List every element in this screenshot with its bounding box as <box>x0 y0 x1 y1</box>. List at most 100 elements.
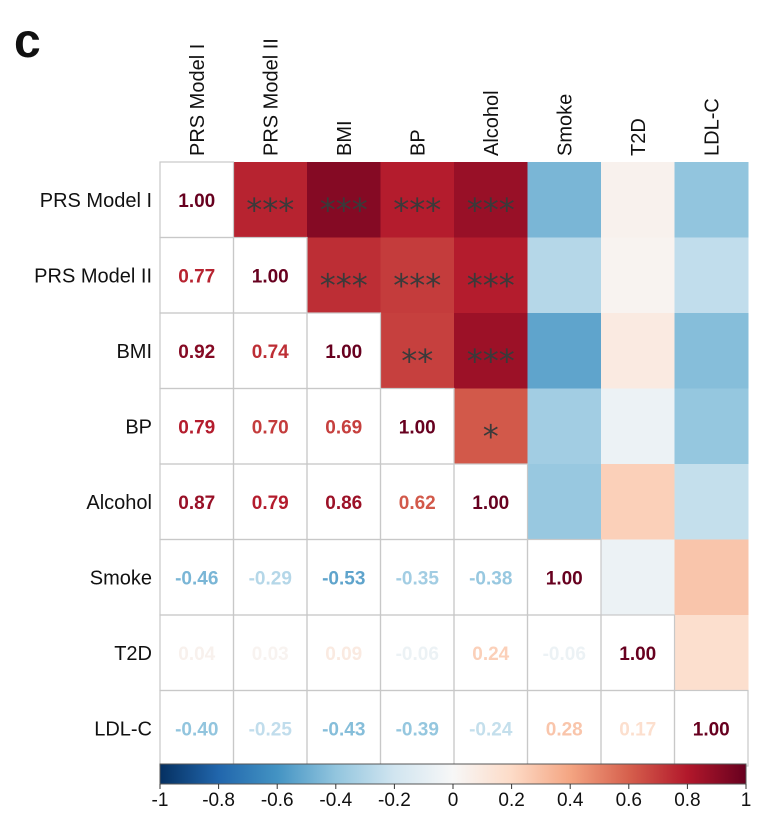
column-label: BMI <box>334 120 356 156</box>
colorbar-tick-label: -0.6 <box>261 790 294 811</box>
heatmap-cell <box>527 464 602 540</box>
row-label: Alcohol <box>86 492 152 514</box>
cell-value-label: 0.17 <box>619 719 656 740</box>
heatmap-cell <box>380 237 455 314</box>
heatmap-cell <box>160 313 234 389</box>
row-label: BP <box>125 416 152 438</box>
cell-value-label: 1.00 <box>178 191 215 212</box>
heatmap-cell <box>160 388 234 465</box>
heatmap-cell <box>160 162 234 238</box>
cell-value-label: 0.04 <box>178 644 215 665</box>
cell-value-label: -0.24 <box>469 719 513 740</box>
significance-marker: *** <box>467 191 515 229</box>
cell-value-label: 0.77 <box>178 266 215 287</box>
cell-value-label: -0.46 <box>175 568 218 589</box>
colorbar-tick-label: -1 <box>152 790 169 811</box>
column-label: PRS Model II <box>260 38 282 156</box>
cell-value-label: -0.40 <box>175 719 218 740</box>
heatmap-cell <box>527 162 602 238</box>
heatmap-cell <box>380 313 455 389</box>
row-label: PRS Model II <box>34 265 152 287</box>
cell-value-label: 1.00 <box>472 493 509 514</box>
significance-markers: *** *** *** ****** *** ***** **** <box>246 191 515 456</box>
heatmap-cell <box>601 690 675 767</box>
heatmap-cell <box>454 690 528 767</box>
heatmap-cell <box>233 690 308 767</box>
cell-value-label: -0.06 <box>396 644 439 665</box>
cell-value-label: -0.43 <box>322 719 365 740</box>
heatmap-cell <box>527 237 602 314</box>
heatmap-cell <box>160 690 234 767</box>
heatmap-cell <box>233 464 308 540</box>
cell-value-label: 0.79 <box>252 493 289 514</box>
cell-value-label: 0.69 <box>325 417 362 438</box>
significance-marker: *** <box>320 191 368 229</box>
heatmap-cell <box>160 539 234 616</box>
heatmap-cell <box>233 313 308 389</box>
heatmap-cell <box>233 388 308 465</box>
heatmap-cell <box>527 615 602 691</box>
cell-value-label: 1.00 <box>325 342 362 363</box>
heatmap-cell <box>307 464 381 540</box>
heatmap-cell <box>233 237 308 314</box>
heatmap-cell <box>160 237 234 314</box>
heatmap-cell <box>380 539 455 616</box>
cell-value-label: 0.03 <box>252 644 289 665</box>
heatmap-cell <box>380 388 455 465</box>
column-label: LDL-C <box>701 98 723 156</box>
heatmap-cell <box>601 237 675 314</box>
cell-value-label: -0.39 <box>396 719 439 740</box>
heatmap-cell <box>160 464 234 540</box>
row-label: BMI <box>116 341 152 363</box>
heatmap-cell <box>233 162 308 238</box>
colorbar-tick-label: 1 <box>741 790 752 811</box>
row-label: Smoke <box>90 567 152 589</box>
heatmap-cell <box>454 464 528 540</box>
heatmap-cell <box>674 162 749 238</box>
heatmap-cell <box>380 464 455 540</box>
heatmap-grid <box>159 161 749 767</box>
heatmap-cell <box>380 615 455 691</box>
heatmap-cell <box>454 313 528 389</box>
heatmap-cell <box>674 237 749 314</box>
heatmap-cell <box>454 539 528 616</box>
row-label: PRS Model I <box>40 190 152 212</box>
panel-label: c <box>14 15 41 68</box>
cell-value-label: 0.87 <box>178 493 215 514</box>
colorbar-tick-label: -0.4 <box>319 790 352 811</box>
heatmap-cell <box>454 237 528 314</box>
cell-value-label: 0.86 <box>325 493 362 514</box>
heatmap-cell <box>674 388 749 465</box>
cell-value-label: 0.92 <box>178 342 215 363</box>
heatmap-cell <box>601 388 675 465</box>
heatmap-cell <box>527 539 602 616</box>
colorbar-tick-label: -0.2 <box>378 790 411 811</box>
cell-value-label: -0.38 <box>469 568 512 589</box>
significance-marker: ** <box>401 342 433 380</box>
heatmap-cell <box>527 388 602 465</box>
heatmap-cell <box>674 464 749 540</box>
significance-marker: *** <box>467 266 515 304</box>
colorbar-tick-label: 0.4 <box>557 790 584 811</box>
heatmap-cell <box>454 388 528 465</box>
heatmap-cell <box>674 615 749 691</box>
heatmap-cell <box>527 690 602 767</box>
heatmap-cell <box>380 162 455 238</box>
colorbar: -1 -0.8 -0.6 -0.4 -0.2 0 0.2 0.4 0.6 0.8 1 <box>152 763 752 811</box>
heatmap-cell <box>307 388 381 465</box>
row-label: LDL-C <box>94 718 152 740</box>
heatmap-cell <box>454 615 528 691</box>
cell-value-labels: 1.00 0.77 1.00 0.92 0.74 1.00 0.79 0.70 0.69 1.00… <box>175 191 730 741</box>
significance-marker: *** <box>320 266 368 304</box>
heatmap-cell <box>601 313 675 389</box>
heatmap-cell <box>601 464 675 540</box>
cell-value-label: 1.00 <box>619 644 656 665</box>
cell-value-label: -0.35 <box>396 568 440 589</box>
cell-value-label: -0.53 <box>322 568 365 589</box>
colorbar-tick-label: 0.2 <box>498 790 524 811</box>
heatmap-cell <box>674 690 749 767</box>
column-label: T2D <box>628 118 650 156</box>
column-label: Smoke <box>554 94 576 156</box>
column-label: BP <box>407 129 429 156</box>
